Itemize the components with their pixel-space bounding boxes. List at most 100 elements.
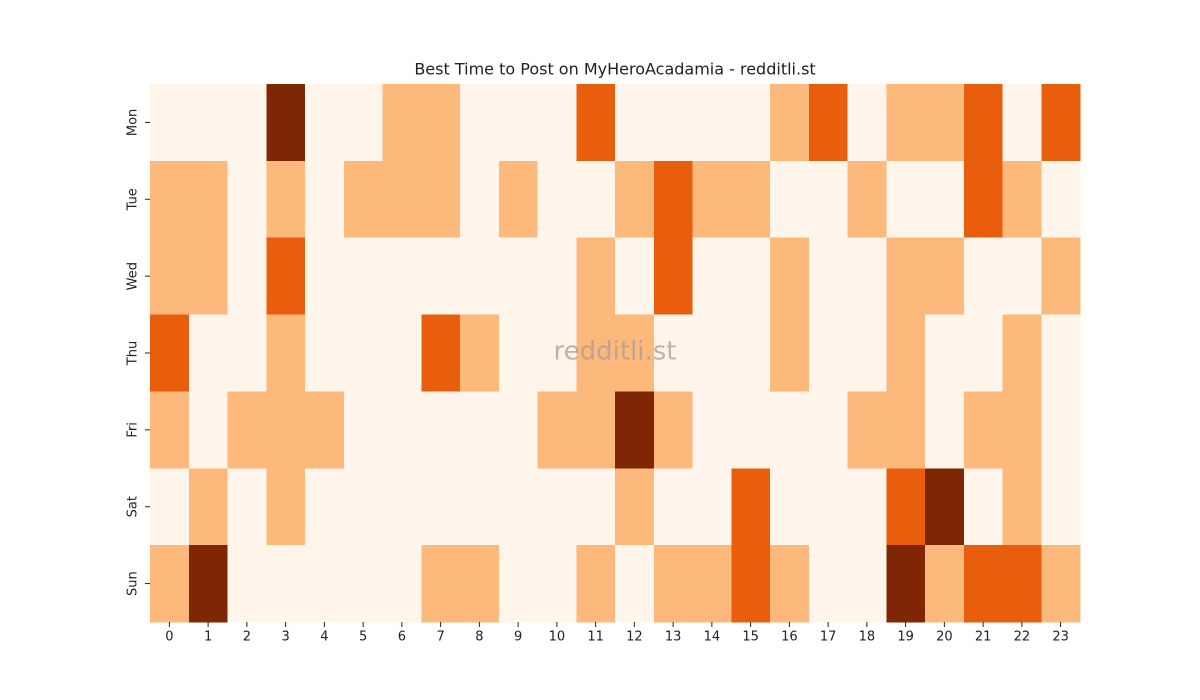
heatmap-cell xyxy=(847,391,887,469)
heatmap-cell xyxy=(615,237,655,316)
heatmap-cell xyxy=(1041,84,1081,162)
heatmap-cell xyxy=(1002,84,1042,162)
heatmap-cell xyxy=(576,84,616,162)
heatmap-cell xyxy=(188,468,228,546)
heatmap-cell xyxy=(847,545,887,623)
heatmap-cell xyxy=(343,237,383,316)
heatmap-cell xyxy=(537,468,577,546)
x-tick-label: 9 xyxy=(514,630,522,645)
heatmap-cell xyxy=(731,160,771,239)
heatmap-cell xyxy=(537,314,577,392)
heatmap-cell xyxy=(886,314,926,392)
heatmap-cell xyxy=(421,84,461,162)
heatmap-cell xyxy=(1002,468,1042,546)
heatmap-cell xyxy=(305,391,345,469)
heatmap-cell xyxy=(266,237,306,316)
heatmap-cell xyxy=(537,545,577,623)
heatmap-cell xyxy=(188,391,228,469)
heatmap-cell xyxy=(1002,314,1042,392)
heatmap-cell xyxy=(460,237,500,316)
heatmap-cell xyxy=(227,314,267,392)
x-tick-label: 1 xyxy=(204,630,212,645)
heatmap-cell xyxy=(925,84,965,162)
heatmap-cell xyxy=(692,545,732,623)
heatmap-cell xyxy=(305,314,345,392)
heatmap-cell xyxy=(150,545,190,623)
heatmap-cell xyxy=(150,314,190,392)
heatmap-cell xyxy=(963,237,1003,316)
heatmap-cell xyxy=(653,545,693,623)
heatmap-cell xyxy=(615,468,655,546)
heatmap-cell xyxy=(692,84,732,162)
heatmap-cell xyxy=(653,468,693,546)
heatmap-cell xyxy=(343,391,383,469)
y-tick-label: Sun xyxy=(126,571,141,596)
heatmap-cell xyxy=(498,468,538,546)
heatmap-cell xyxy=(537,237,577,316)
heatmap-cell xyxy=(1002,545,1042,623)
heatmap-cell xyxy=(421,391,461,469)
heatmap-cell xyxy=(498,314,538,392)
heatmap-cell xyxy=(770,84,810,162)
heatmap-cell xyxy=(382,391,422,469)
heatmap-cell xyxy=(498,391,538,469)
heatmap-cell xyxy=(382,468,422,546)
heatmap-cell xyxy=(382,545,422,623)
heatmap-cell xyxy=(1002,237,1042,316)
heatmap-cell xyxy=(343,160,383,239)
heatmap-cell xyxy=(963,545,1003,623)
x-tick-label: 6 xyxy=(398,630,406,645)
y-tick-label: Fri xyxy=(126,422,141,438)
heatmap-cell xyxy=(227,391,267,469)
heatmap-cell xyxy=(266,545,306,623)
heatmap-cell xyxy=(421,545,461,623)
heatmap-cell xyxy=(150,84,190,162)
x-tick-label: 13 xyxy=(665,630,682,645)
heatmap-cell xyxy=(886,391,926,469)
heatmap-cell xyxy=(808,391,848,469)
heatmap-cell xyxy=(808,468,848,546)
heatmap-cell xyxy=(886,237,926,316)
heatmap-cell xyxy=(150,391,190,469)
heatmap-cell xyxy=(498,545,538,623)
heatmap-cell xyxy=(886,84,926,162)
heatmap-cell xyxy=(421,160,461,239)
heatmap-cell xyxy=(963,84,1003,162)
heatmap-cell xyxy=(460,545,500,623)
heatmap-cell xyxy=(1041,468,1081,546)
heatmap-cell xyxy=(615,545,655,623)
heatmap-cell xyxy=(498,160,538,239)
heatmap-cell xyxy=(421,468,461,546)
heatmap-cell xyxy=(227,545,267,623)
heatmap-cell xyxy=(847,237,887,316)
heatmap-cells xyxy=(150,84,1081,623)
heatmap-cell xyxy=(692,237,732,316)
heatmap-cell xyxy=(460,160,500,239)
heatmap-cell xyxy=(925,160,965,239)
heatmap-cell xyxy=(808,84,848,162)
heatmap-cell xyxy=(266,160,306,239)
x-tick-label: 19 xyxy=(897,630,914,645)
heatmap-cell xyxy=(305,545,345,623)
heatmap-cell xyxy=(770,160,810,239)
heatmap-cell xyxy=(925,391,965,469)
heatmap-cell xyxy=(266,84,306,162)
x-tick-label: 17 xyxy=(820,630,837,645)
axes: 0 1 2 3 4 5 6 7 8 9 10 11 12 13 14 15 16 17 18 19 20 21 22 23Mo… xyxy=(126,109,1069,645)
heatmap-cell xyxy=(305,237,345,316)
heatmap-cell xyxy=(847,468,887,546)
heatmap-cell xyxy=(343,468,383,546)
heatmap-cell xyxy=(576,468,616,546)
heatmap-cell xyxy=(808,314,848,392)
x-tick-label: 16 xyxy=(781,630,798,645)
heatmap-cell xyxy=(731,391,771,469)
heatmap-cell xyxy=(770,545,810,623)
heatmap-cell xyxy=(615,84,655,162)
heatmap-cell xyxy=(692,468,732,546)
x-tick-label: 7 xyxy=(436,630,444,645)
heatmap-cell xyxy=(1002,391,1042,469)
x-tick-label: 21 xyxy=(975,630,992,645)
heatmap-cell xyxy=(576,160,616,239)
heatmap-cell xyxy=(770,391,810,469)
